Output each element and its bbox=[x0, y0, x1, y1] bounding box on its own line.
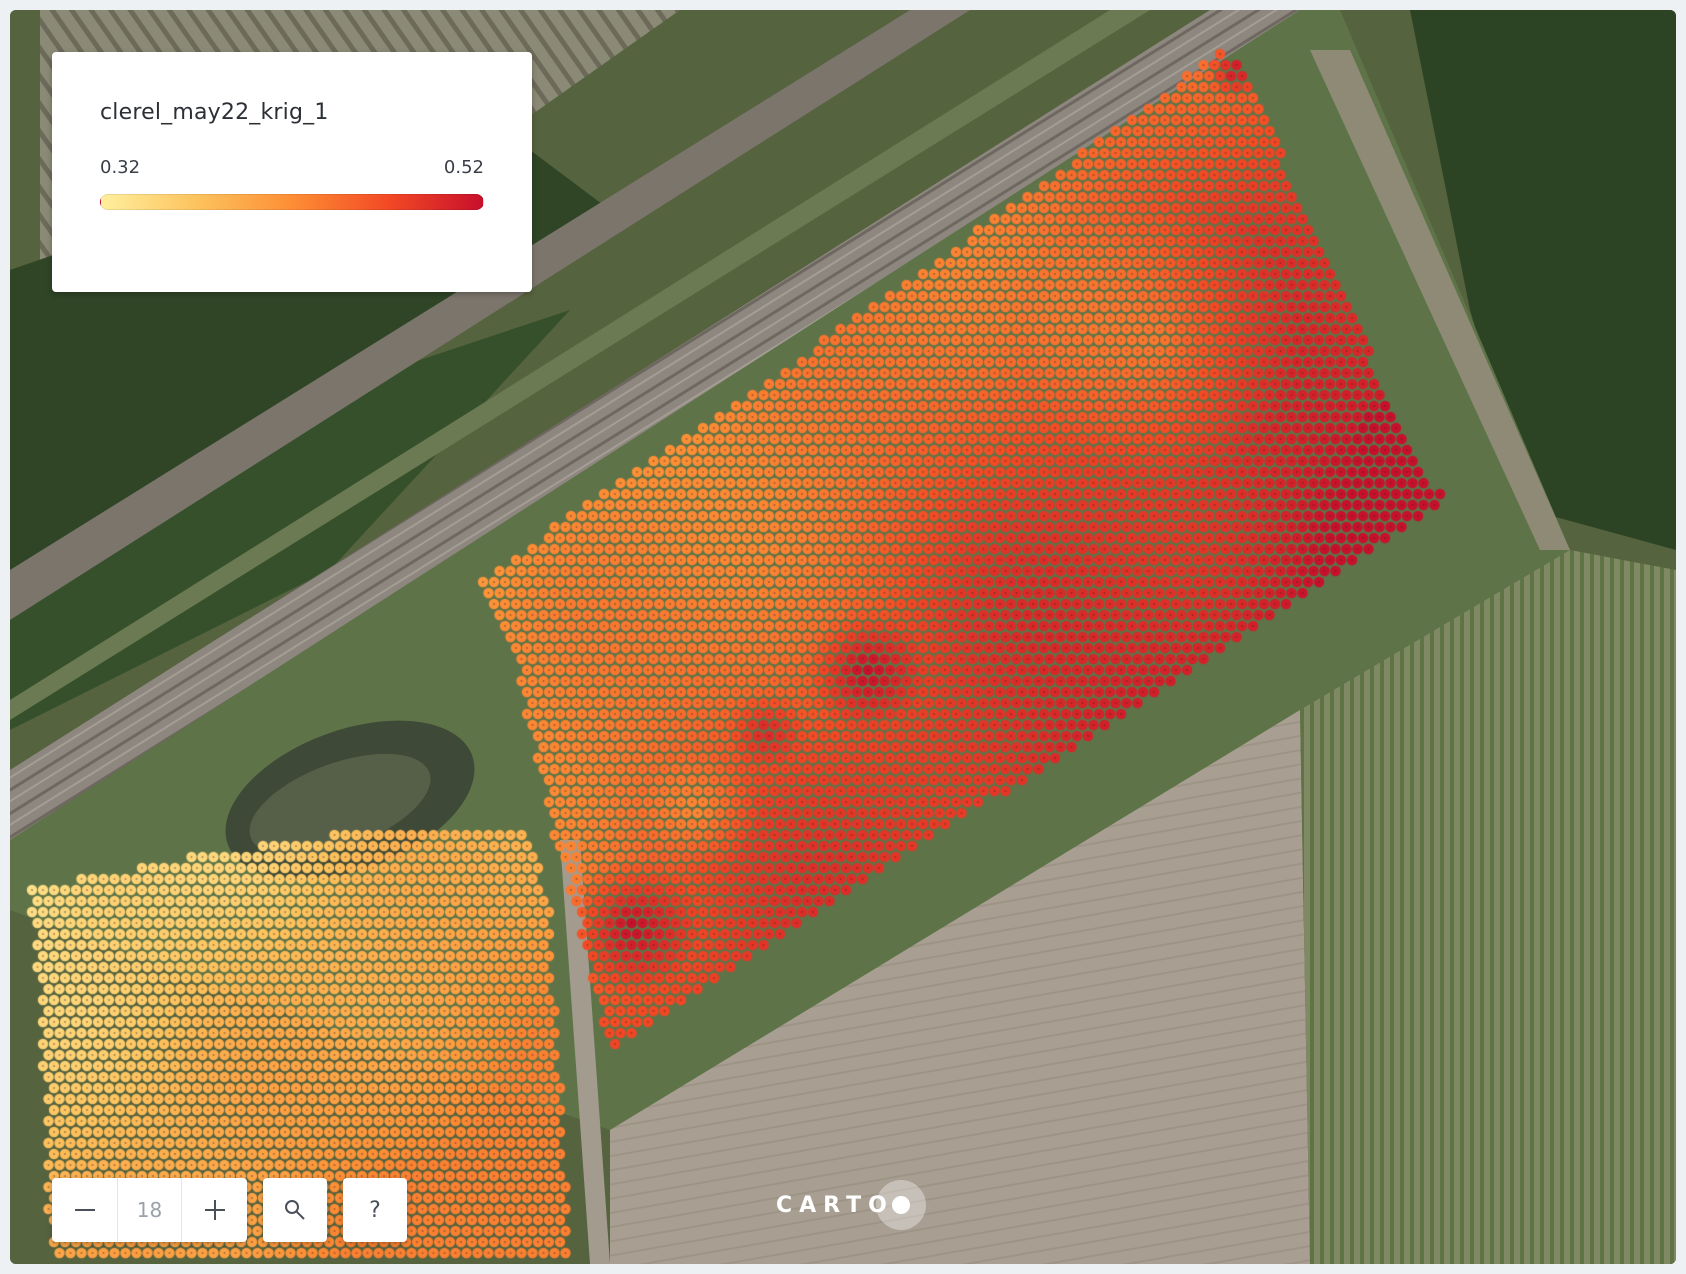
legend-range-labels: 0.32 0.52 bbox=[100, 157, 484, 178]
zoom-level-display: 18 bbox=[117, 1178, 182, 1242]
map-canvas[interactable]: clerel_may22_krig_1 0.32 0.52 18 ? CARTO bbox=[10, 10, 1676, 1264]
carto-logo-mark bbox=[875, 1180, 926, 1230]
zoom-control: 18 bbox=[52, 1178, 247, 1242]
legend-max-label: 0.52 bbox=[443, 157, 484, 178]
zoom-in-button[interactable] bbox=[182, 1178, 247, 1242]
legend-color-ramp bbox=[100, 194, 484, 210]
map-controls: 18 ? bbox=[52, 1178, 407, 1242]
plus-icon bbox=[204, 1200, 225, 1220]
search-button[interactable] bbox=[263, 1178, 327, 1242]
carto-logo-text: CARTO bbox=[776, 1192, 894, 1218]
zoom-out-button[interactable] bbox=[52, 1178, 117, 1242]
legend-panel: clerel_may22_krig_1 0.32 0.52 bbox=[52, 52, 532, 292]
search-icon bbox=[285, 1200, 305, 1220]
legend-title: clerel_may22_krig_1 bbox=[100, 100, 329, 125]
help-button[interactable]: ? bbox=[343, 1178, 407, 1242]
carto-logo: CARTO bbox=[776, 1180, 926, 1230]
minus-icon bbox=[74, 1209, 95, 1211]
legend-min-label: 0.32 bbox=[100, 157, 141, 178]
